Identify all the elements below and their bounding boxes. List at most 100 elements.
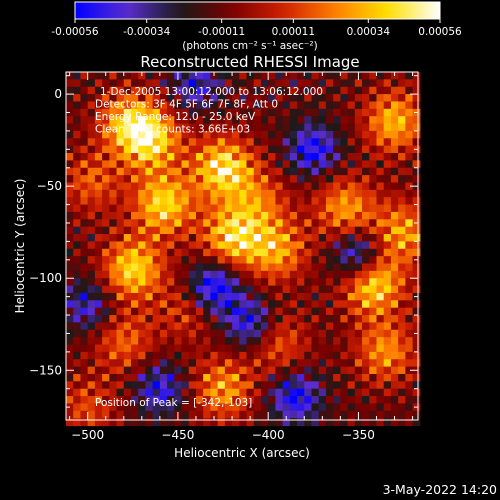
heatmap-cell xyxy=(217,123,226,132)
heatmap-cell xyxy=(398,396,406,405)
heatmap-cell xyxy=(239,182,248,191)
heatmap-cell xyxy=(383,123,392,132)
heatmap-cell xyxy=(412,278,421,287)
heatmap-cell xyxy=(260,285,269,294)
heatmap-cell xyxy=(376,359,385,368)
heatmap-cell xyxy=(102,329,110,338)
heatmap-cell xyxy=(362,241,370,250)
heatmap-cell xyxy=(94,396,103,405)
heatmap-cell xyxy=(333,182,341,191)
heatmap-cell xyxy=(369,197,378,206)
heatmap-cell xyxy=(145,366,154,375)
heatmap-cell xyxy=(412,337,421,346)
heatmap-cell xyxy=(405,285,414,294)
heatmap-cell xyxy=(188,219,197,228)
heatmap-cell xyxy=(80,418,89,427)
heatmap-cell xyxy=(340,123,349,132)
heatmap-cell xyxy=(152,138,161,147)
heatmap-cell xyxy=(188,226,197,235)
heatmap-cell xyxy=(195,344,204,353)
heatmap-cell xyxy=(210,204,219,213)
heatmap-cell xyxy=(405,160,414,169)
heatmap-cell xyxy=(347,101,356,110)
heatmap-cell xyxy=(362,86,370,95)
heatmap-cell xyxy=(289,315,298,324)
heatmap-cell xyxy=(297,418,305,427)
heatmap-cell xyxy=(87,270,96,279)
heatmap-cell xyxy=(311,145,320,154)
heatmap-cell xyxy=(282,153,291,161)
heatmap-cell xyxy=(87,145,96,154)
heatmap-cell xyxy=(282,248,291,257)
heatmap-cell xyxy=(311,234,320,242)
heatmap-cell xyxy=(289,410,298,419)
heatmap-cell xyxy=(347,130,356,139)
heatmap-cell xyxy=(239,241,248,250)
heatmap-cell xyxy=(224,153,233,161)
heatmap-cell xyxy=(123,396,132,405)
heatmap-cell xyxy=(210,167,219,176)
heatmap-cell xyxy=(87,373,96,382)
heatmap-cell xyxy=(376,226,385,235)
chart-title: Reconstructed RHESSI Image xyxy=(140,53,359,71)
heatmap-cell xyxy=(203,189,212,198)
heatmap-cell xyxy=(268,329,276,338)
heatmap-cell xyxy=(405,138,414,147)
heatmap-cell xyxy=(369,167,378,176)
heatmap-cell xyxy=(325,130,334,139)
heatmap-cell xyxy=(188,197,197,206)
heatmap-cell xyxy=(116,263,125,272)
heatmap-cell xyxy=(369,418,378,427)
heatmap-cell xyxy=(260,160,269,169)
heatmap-cell xyxy=(246,226,255,235)
heatmap-cell xyxy=(369,292,378,301)
heatmap-cell xyxy=(203,300,212,309)
heatmap-cell xyxy=(138,189,147,198)
heatmap-cell xyxy=(333,278,341,287)
heatmap-cell xyxy=(87,248,96,257)
heatmap-cell xyxy=(325,72,334,80)
heatmap-cell xyxy=(390,130,399,139)
heatmap-cell xyxy=(159,292,168,301)
heatmap-cell xyxy=(174,138,183,147)
heatmap-cell xyxy=(138,396,147,405)
heatmap-cell xyxy=(297,403,305,412)
heatmap-cell xyxy=(318,211,327,220)
heatmap-cell xyxy=(362,153,370,161)
heatmap-cell xyxy=(232,359,240,368)
heatmap-cell xyxy=(376,278,385,287)
heatmap-cell xyxy=(181,101,190,110)
heatmap-cell xyxy=(369,315,378,324)
heatmap-cell xyxy=(94,381,103,390)
heatmap-cell xyxy=(260,211,269,220)
heatmap-cell xyxy=(354,197,363,206)
heatmap-cell xyxy=(369,410,378,419)
heatmap-cell xyxy=(340,292,349,301)
heatmap-cell xyxy=(195,94,204,103)
heatmap-cell xyxy=(138,211,147,220)
heatmap-cell xyxy=(333,359,341,368)
heatmap-cell xyxy=(304,292,313,301)
heatmap-cell xyxy=(181,388,190,397)
heatmap-cell xyxy=(260,292,269,301)
heatmap-cell xyxy=(347,182,356,191)
heatmap-cell xyxy=(66,270,74,279)
heatmap-cell xyxy=(145,329,154,338)
heatmap-cell xyxy=(369,234,378,242)
heatmap-cell xyxy=(376,101,385,110)
heatmap-cell xyxy=(253,138,262,147)
heatmap-cell xyxy=(217,418,226,427)
heatmap-cell xyxy=(188,72,197,80)
heatmap-cell xyxy=(80,72,89,80)
heatmap-cell xyxy=(73,189,82,198)
heatmap-cell xyxy=(138,248,147,257)
heatmap-cell xyxy=(297,292,305,301)
heatmap-cell xyxy=(297,351,305,360)
heatmap-cell xyxy=(138,145,147,154)
heatmap-cell xyxy=(203,72,212,80)
heatmap-cell xyxy=(333,366,341,375)
heatmap-cell xyxy=(289,153,298,161)
heatmap-cell xyxy=(304,359,313,368)
heatmap-image xyxy=(66,72,421,427)
heatmap-cell xyxy=(188,145,197,154)
